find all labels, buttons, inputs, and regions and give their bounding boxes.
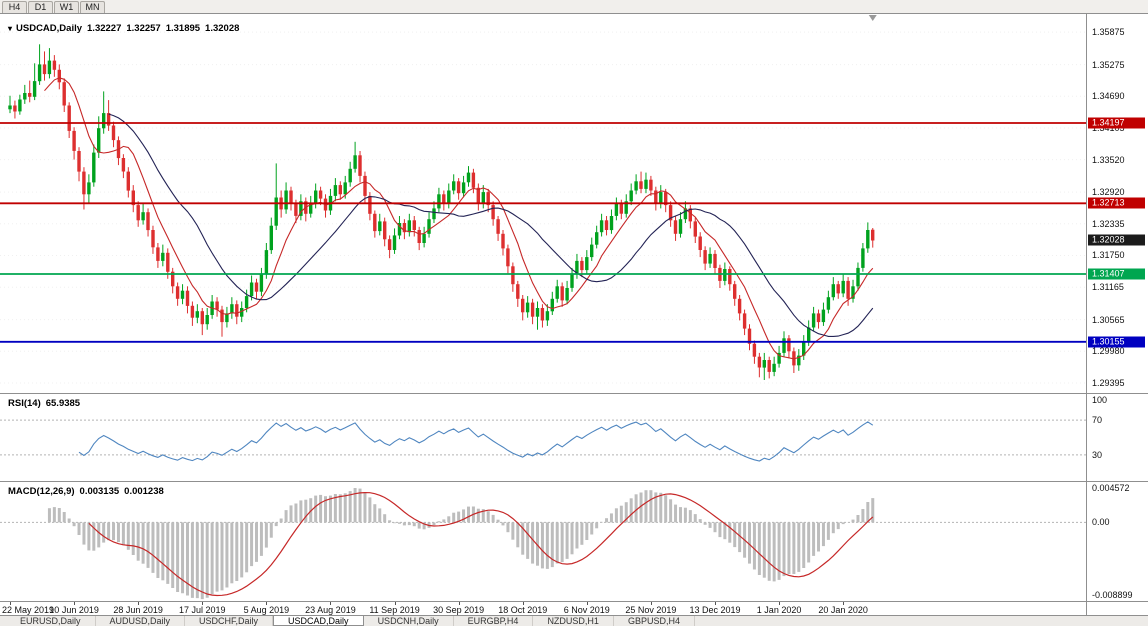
macd-tick-label: 0.004572 — [1092, 483, 1130, 493]
date-tick-mark — [202, 602, 204, 605]
rsi-tick-label: 70 — [1092, 415, 1103, 426]
panel-separator[interactable] — [0, 601, 1148, 602]
period-tab-h4[interactable]: H4 — [2, 1, 27, 13]
price-tick-label: 1.35275 — [1092, 59, 1125, 70]
timeframe-tab-bar: H4 D1 W1 MN — [0, 0, 1148, 14]
chart-tab-nzdusd[interactable]: NZDUSD,H1 — [533, 616, 614, 626]
chart-tab-gbpusd[interactable]: GBPUSD,H4 — [614, 616, 695, 626]
price-tick-label: 1.32335 — [1092, 218, 1125, 229]
period-tab-w1[interactable]: W1 — [54, 1, 79, 13]
ohlc-open: 1.32227 — [87, 23, 122, 34]
rsi-tick-label: 100 — [1092, 395, 1108, 405]
chart-shift-marker-icon[interactable] — [868, 15, 877, 21]
chart-title-symbol: USDCAD,Daily — [16, 23, 83, 34]
date-tick-mark — [522, 602, 524, 605]
date-tick-label: 5 Aug 2019 — [243, 605, 290, 615]
date-tick-label: 6 Nov 2019 — [563, 605, 610, 615]
macd-tick-label: 0.00 — [1092, 517, 1110, 528]
date-tick-label: 18 Oct 2019 — [498, 605, 548, 615]
chart-tab-usdcad[interactable]: USDCAD,Daily — [273, 616, 364, 626]
date-tick-label: 17 Jul 2019 — [178, 605, 226, 615]
price-tick-label: 1.31750 — [1092, 250, 1125, 261]
chart-tab-bar: EURUSD,Daily AUDUSD,Daily USDCHF,Daily USDC… — [0, 615, 1148, 626]
grid-layer — [0, 31, 1086, 384]
date-tick-mark — [138, 602, 140, 605]
date-tick-label: 13 Dec 2019 — [689, 605, 741, 615]
date-tick-mark — [714, 602, 716, 605]
date-tick-mark — [843, 602, 845, 605]
date-tick-mark — [74, 602, 76, 605]
chart-plot-area[interactable] — [0, 14, 1086, 602]
chart-tab-eurgbp[interactable]: EURGBP,H4 — [454, 616, 534, 626]
date-tick-label: 28 Jun 2019 — [113, 605, 163, 615]
line-price-label[interactable]: 1.30155 — [1088, 336, 1145, 348]
price-tick-label: 1.34690 — [1092, 91, 1125, 102]
chart-window[interactable]: ▾ USDCAD,Daily 1.32227 1.32257 1.31895 1.3202… — [0, 14, 1148, 615]
price-tick-label: 1.32920 — [1092, 187, 1125, 198]
period-tab-d1[interactable]: D1 — [28, 1, 53, 13]
price-axis-separator — [1086, 14, 1087, 615]
date-tick-mark — [586, 602, 588, 605]
chart-tab-audusd[interactable]: AUDUSD,Daily — [96, 616, 186, 626]
rsi-value: 65.9385 — [45, 398, 81, 409]
line-price-label[interactable]: 1.32713 — [1088, 197, 1145, 209]
panel-separator[interactable] — [0, 481, 1148, 482]
price-axis[interactable]: 1.358751.352751.346901.341051.335201.329… — [1087, 14, 1148, 615]
chart-tab-usdchf[interactable]: USDCHF,Daily — [185, 616, 274, 626]
date-tick-label: 25 Nov 2019 — [625, 605, 677, 615]
date-tick-label: 10 Jun 2019 — [49, 605, 99, 615]
date-tick-mark — [458, 602, 460, 605]
macd-histogram — [47, 488, 875, 600]
date-tick-label: 22 May 2019 — [2, 605, 55, 615]
symbol-marker-icon: ▾ — [8, 24, 13, 33]
date-tick-label: 11 Sep 2019 — [369, 605, 420, 615]
ma-slow-line — [108, 113, 874, 337]
chart-tab-eurusd[interactable]: EURUSD,Daily — [6, 616, 96, 626]
date-tick-mark — [10, 602, 11, 605]
date-tick-mark — [779, 602, 781, 605]
date-tick-mark — [394, 602, 396, 605]
period-tab-mn[interactable]: MN — [80, 1, 105, 13]
rsi-indicator-name: RSI(14) — [8, 398, 41, 409]
date-tick-mark — [330, 602, 332, 605]
date-tick-mark — [266, 602, 268, 605]
ohlc-high: 1.32257 — [126, 23, 161, 34]
macd-indicator-name: MACD(12,26,9) — [8, 486, 75, 497]
date-tick-label: 23 Aug 2019 — [305, 605, 356, 615]
rsi-tick-label: 30 — [1092, 449, 1103, 460]
macd-panel-title: MACD(12,26,9) 0.003135 0.001238 — [8, 486, 164, 497]
price-tick-label: 1.31165 — [1092, 282, 1124, 293]
rsi-panel-title: RSI(14) 65.9385 — [8, 398, 80, 409]
chart-tab-usdcnh[interactable]: USDCNH,Daily — [364, 616, 454, 626]
price-tick-label: 1.29980 — [1092, 346, 1125, 357]
macd-main-value: 0.003135 — [79, 486, 120, 497]
ohlc-close: 1.32028 — [205, 23, 240, 34]
rsi-line — [78, 421, 874, 462]
candles-layer — [8, 44, 875, 380]
current-price-label: 1.32028 — [1088, 234, 1145, 246]
line-price-label[interactable]: 1.31407 — [1088, 268, 1145, 280]
date-axis[interactable]: 22 May 2019 10 Jun 2019 28 Jun 2019 17 Jul … — [0, 602, 1086, 615]
line-price-label[interactable]: 1.34197 — [1088, 117, 1145, 129]
ma-fast-line — [44, 77, 874, 360]
chart-title: ▾ USDCAD,Daily 1.32227 1.32257 1.31895 1.3202… — [8, 23, 239, 34]
price-tick-label: 1.33520 — [1092, 154, 1125, 165]
date-tick-mark — [650, 602, 652, 605]
date-tick-label: 20 Jan 2020 — [818, 605, 868, 615]
date-tick-label: 30 Sep 2019 — [433, 605, 485, 615]
macd-tick-label: -0.008899 — [1092, 590, 1133, 600]
price-tick-label: 1.35875 — [1092, 27, 1125, 38]
macd-signal-value: 0.001238 — [124, 486, 164, 497]
price-tick-label: 1.29395 — [1092, 377, 1125, 388]
ohlc-low: 1.31895 — [165, 23, 201, 34]
macd-signal-line — [88, 491, 874, 597]
price-tick-label: 1.30565 — [1092, 314, 1125, 325]
date-tick-label: 1 Jan 2020 — [756, 605, 802, 615]
panel-separator[interactable] — [0, 393, 1148, 394]
